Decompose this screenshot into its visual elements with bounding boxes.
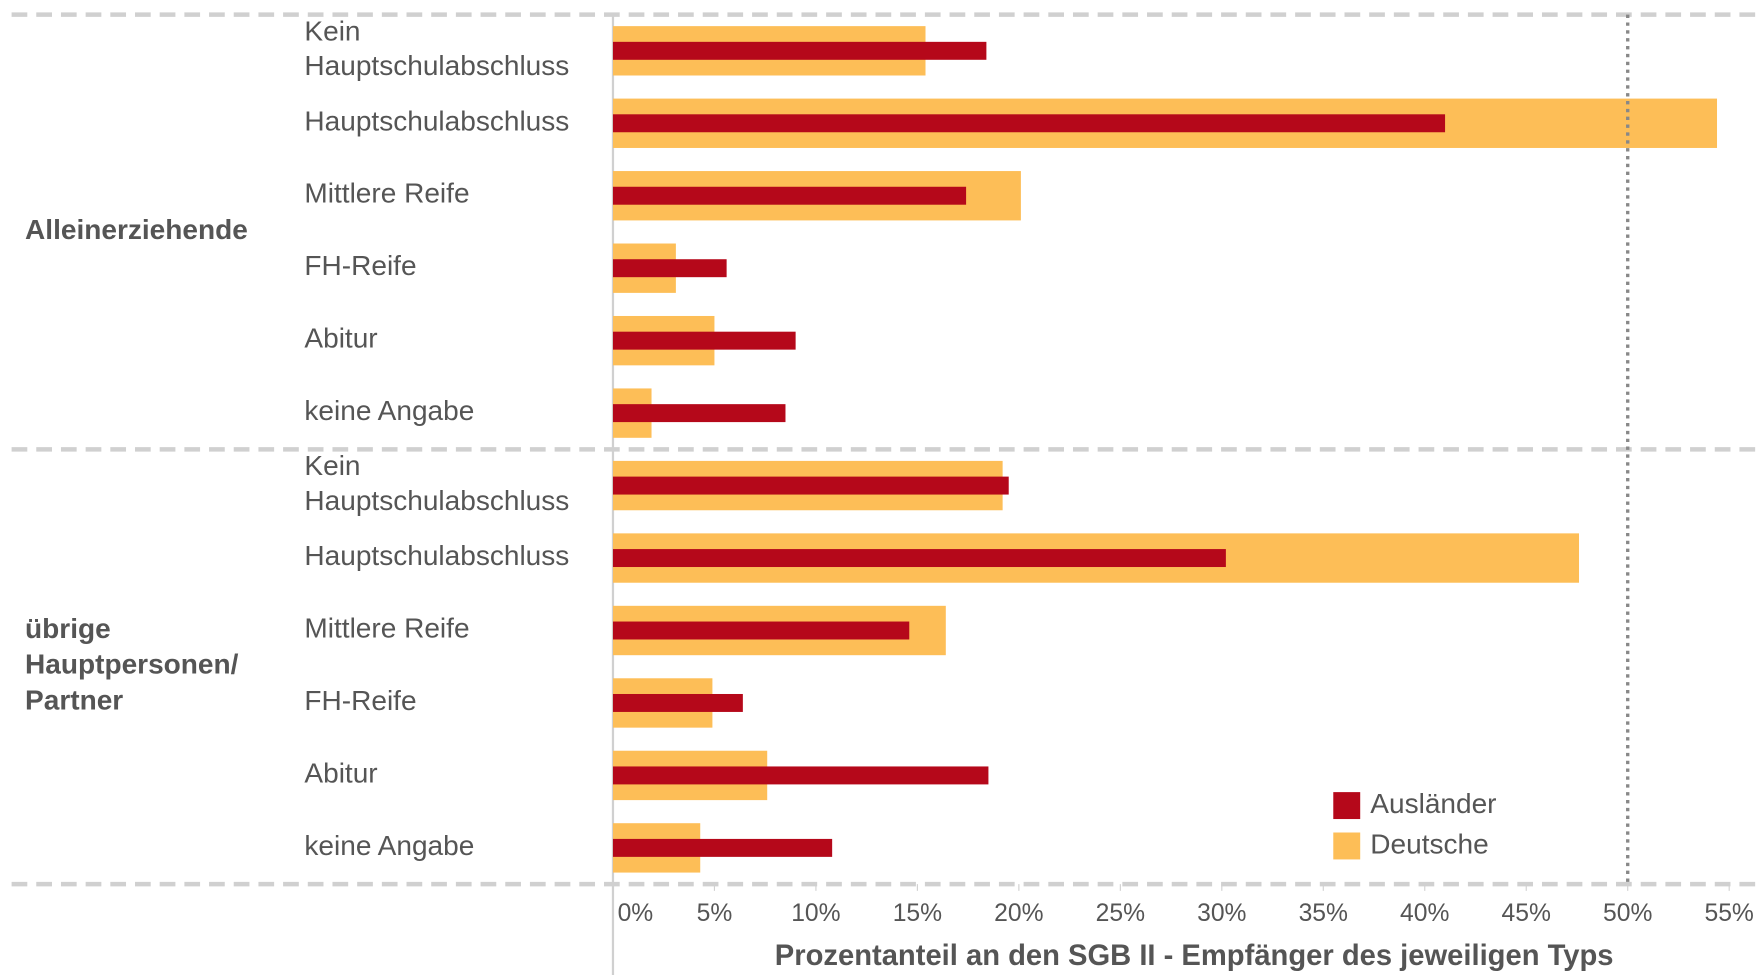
bar: [612, 259, 727, 278]
category-label: Mittlere Reife: [304, 178, 469, 209]
x-tick-label: 45%: [1502, 900, 1551, 927]
bar: [612, 838, 833, 857]
group-label: Alleinerziehende: [25, 214, 248, 245]
category-label: Kein Hauptschulabschluss: [304, 16, 569, 82]
x-tick-label: 10%: [791, 900, 840, 927]
bar: [612, 114, 1446, 133]
category-label: Mittlere Reife: [304, 613, 469, 644]
bar: [612, 476, 1009, 495]
category-label: Hauptschulabschluss: [304, 106, 569, 137]
category-label: FH-Reife: [304, 251, 416, 282]
x-tick-label: 55%: [1704, 900, 1753, 927]
bar: [612, 549, 1226, 568]
category-label: FH-Reife: [304, 685, 416, 716]
legend-swatch: [1333, 792, 1361, 820]
bar: [612, 41, 987, 60]
legend-label: Deutsche: [1370, 828, 1488, 859]
bar: [612, 766, 989, 785]
category-label: Abitur: [304, 758, 377, 789]
category-label: Hauptschulabschluss: [304, 540, 569, 571]
category-label: keine Angabe: [304, 396, 474, 427]
x-tick-label: 35%: [1299, 900, 1348, 927]
x-tick-label: 5%: [697, 900, 733, 927]
category-label: keine Angabe: [304, 830, 474, 861]
bar: [612, 331, 796, 350]
x-tick-label: 30%: [1197, 900, 1246, 927]
legend-label: Ausländer: [1370, 788, 1496, 819]
bar: [612, 621, 910, 640]
x-tick-label: 50%: [1603, 900, 1652, 927]
bar: [612, 693, 743, 712]
x-tick-label: 40%: [1400, 900, 1449, 927]
bar: [612, 404, 786, 423]
group-label: übrige Hauptpersonen/Partner: [25, 613, 239, 716]
category-label: Kein Hauptschulabschluss: [304, 451, 569, 517]
x-axis-title: Prozentanteil an den SGB II - Empfänger …: [775, 940, 1614, 972]
x-tick-label: 0%: [618, 900, 654, 927]
bar: [612, 186, 967, 205]
x-tick-label: 25%: [1096, 900, 1145, 927]
x-tick-label: 15%: [893, 900, 942, 927]
x-tick-label: 20%: [994, 900, 1043, 927]
legend-swatch: [1333, 832, 1361, 860]
category-label: Abitur: [304, 323, 377, 354]
